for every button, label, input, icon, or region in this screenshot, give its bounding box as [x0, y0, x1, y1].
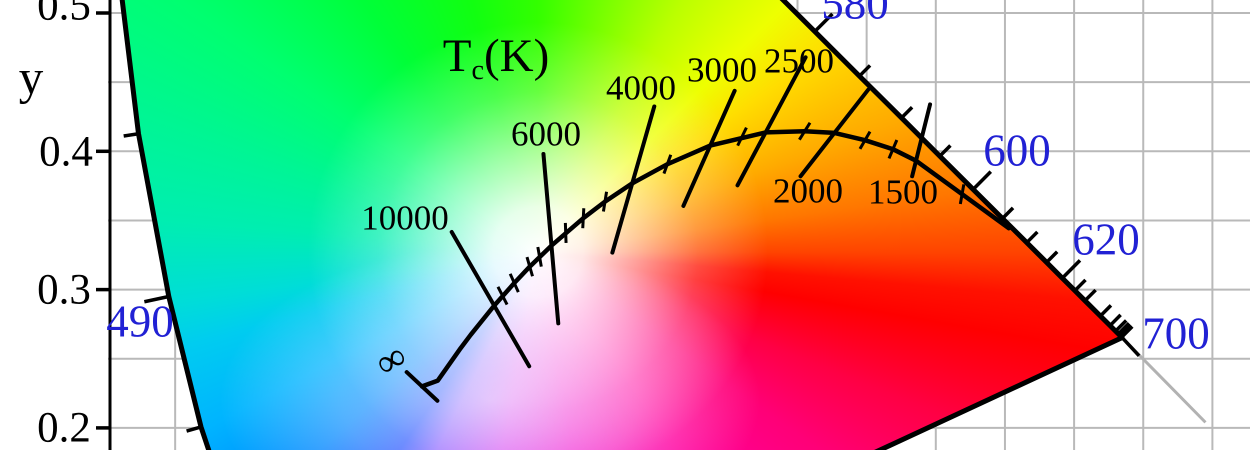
- temperature-label-1500: 1500: [868, 172, 938, 212]
- mired-tick-9000: [496, 286, 509, 306]
- wavelength-tick-580: [813, 12, 834, 33]
- mired-tick-7000: [525, 256, 534, 277]
- mired-tick-6500: [536, 246, 543, 267]
- wavelength-tick-680: [1119, 323, 1133, 338]
- isotherm-line-2000: [798, 87, 871, 179]
- isotherm-line-3000: [681, 88, 737, 208]
- wavelength-tick-660: [1114, 319, 1128, 333]
- wavelength-label-490: 490: [106, 296, 174, 347]
- y-tick-label-0.2: 0.2: [37, 404, 91, 450]
- wavelength-tick-630: [1083, 288, 1097, 302]
- mired-tick-4500: [601, 191, 609, 212]
- planckian-locus-curve: [419, 128, 1012, 389]
- wavelength-tick-590: [900, 105, 914, 120]
- wavelength-label-620: 620: [1072, 214, 1140, 265]
- temperature-label-4000: 4000: [606, 68, 676, 108]
- title-rest: (K): [483, 29, 550, 82]
- isotherm-line-1500: [910, 102, 933, 179]
- y-tick-label-0.5: 0.5: [37, 0, 91, 30]
- wavelength-tick-490: [143, 294, 170, 304]
- title-subscript: c: [471, 54, 484, 86]
- isotherm-endcap-infinity: [404, 370, 440, 403]
- temperature-label-2000: 2000: [773, 171, 843, 211]
- mired-tick-1250: [958, 184, 966, 205]
- wavelength-tick-620: [1061, 259, 1082, 280]
- wavelength-tick-610: [1025, 230, 1039, 244]
- wavelength-tick-605: [1001, 206, 1015, 220]
- mired-tick-5000: [581, 208, 586, 229]
- mired-tick-2222: [798, 121, 812, 141]
- y-tick-label-0.3: 0.3: [37, 266, 91, 314]
- wavelength-tick-650: [1108, 313, 1122, 327]
- mired-tick-1818: [858, 130, 872, 150]
- title-main: T: [442, 29, 472, 82]
- wavelength-label-600: 600: [983, 125, 1051, 176]
- wavelength-tick-625: [1073, 278, 1087, 292]
- color-temperature-title: Tc(K): [442, 29, 550, 86]
- wavelength-tick-640: [1099, 304, 1113, 318]
- wavelength-tick-495: [123, 132, 139, 138]
- mired-tick-3500: [662, 154, 673, 175]
- wavelength-label-580: 580: [821, 0, 889, 29]
- isotherm-line-4000: [610, 104, 657, 255]
- y-tick-label-0.4: 0.4: [39, 128, 93, 176]
- wavelength-tick-585: [858, 64, 872, 78]
- spectral-locus-outline: [119, 0, 1125, 450]
- isotherm-line-6000: [541, 151, 561, 326]
- wavelength-tick-595: [938, 144, 952, 158]
- mired-tick-8000: [508, 273, 520, 293]
- wavelength-tick-485: [186, 425, 202, 433]
- wavelength-tick-700: [1120, 336, 1141, 358]
- mired-tick-2700: [736, 126, 748, 147]
- mired-tick-1667: [887, 139, 899, 160]
- wavelength-tick-615: [1045, 250, 1059, 264]
- temperature-label-10000: 10000: [361, 198, 449, 238]
- wavelength-label-700: 700: [1142, 308, 1210, 359]
- wavelength-tick-600: [971, 170, 993, 191]
- isotherm-line-2500: [735, 55, 808, 188]
- isotherm-line-10000: [449, 230, 532, 369]
- mired-tick-5500: [563, 222, 568, 243]
- temperature-label-6000: 6000: [511, 114, 581, 154]
- temperature-label-2500: 2500: [764, 41, 834, 81]
- y-axis-title: y: [18, 49, 44, 105]
- temperature-label-3000: 3000: [687, 50, 757, 90]
- wavelength-tick-690: [1120, 325, 1134, 339]
- wavelength-tick-670: [1117, 322, 1131, 336]
